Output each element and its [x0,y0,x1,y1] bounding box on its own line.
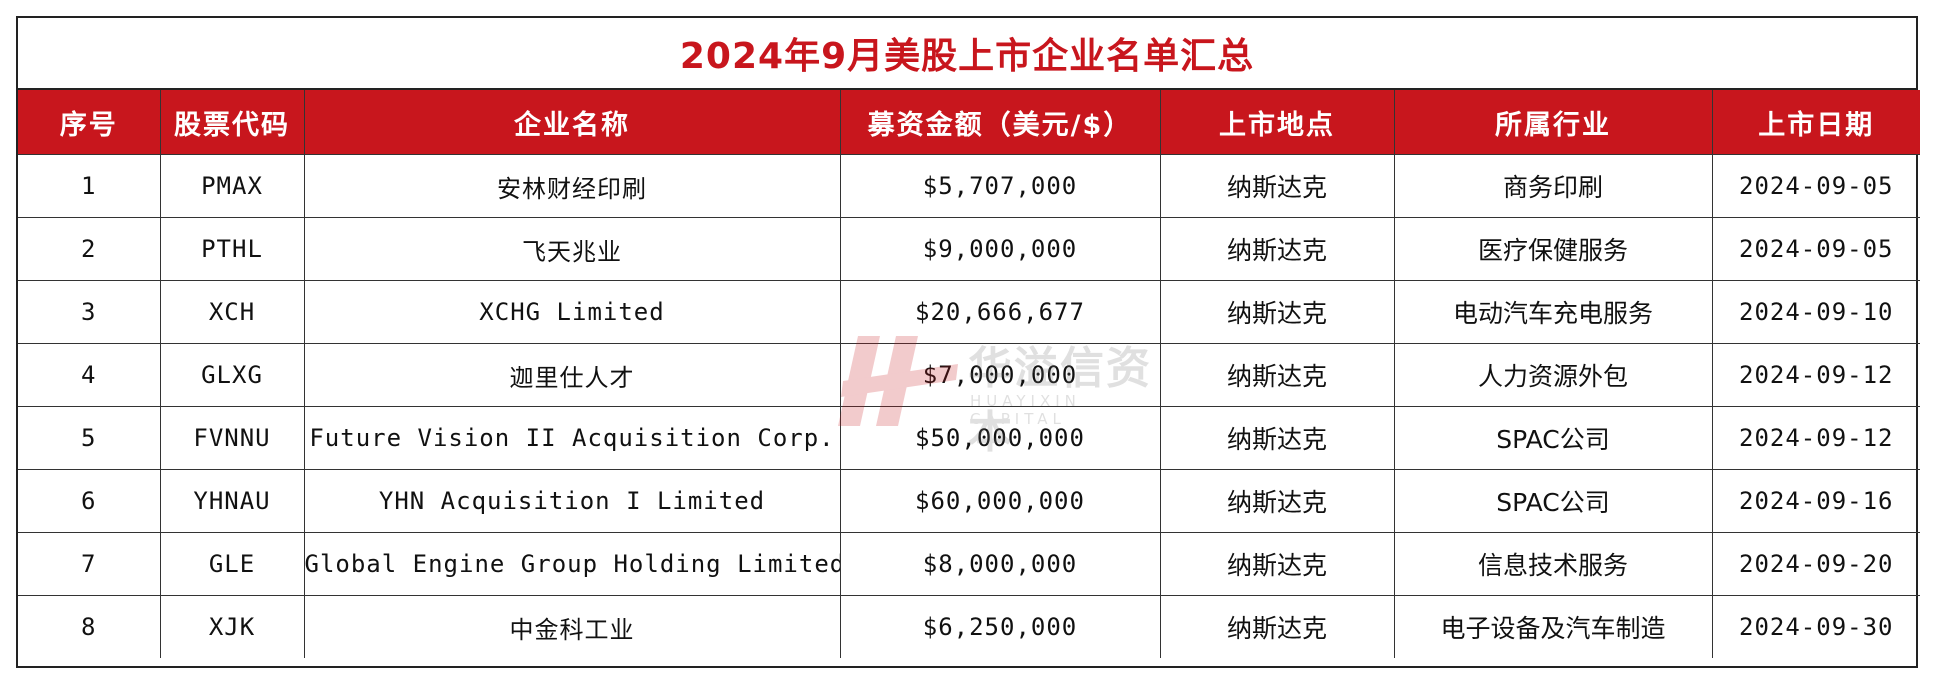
cell-amount: $7,000,000 [839,343,1161,407]
cell-date: 2024-09-10 [1711,280,1920,344]
header-company-name: 企业名称 [303,90,841,155]
cell-index: 4 [18,343,161,407]
cell-stock-code: PTHL [159,217,305,281]
cell-company-name: 迦里仕人才 [303,343,841,407]
cell-stock-code: GLE [159,532,305,596]
cell-venue: 纳斯达克 [1159,406,1395,470]
cell-company-name: 中金科工业 [303,595,841,658]
cell-stock-code: XCH [159,280,305,344]
cell-company-name: 安林财经印刷 [303,154,841,218]
cell-venue: 纳斯达克 [1159,280,1395,344]
cell-stock-code: PMAX [159,154,305,218]
cell-date: 2024-09-20 [1711,532,1920,596]
ipo-table: 序号 股票代码 企业名称 募资金额（美元/$） 上市地点 所属行业 上市日期 1… [18,90,1920,658]
table-row: 4 GLXG 迦里仕人才 $7,000,000 纳斯达克 人力资源外包 2024… [18,343,1920,407]
table-row: 6 YHNAU YHN Acquisition I Limited $60,00… [18,469,1920,533]
cell-venue: 纳斯达克 [1159,154,1395,218]
cell-date: 2024-09-30 [1711,595,1920,658]
cell-amount: $9,000,000 [839,217,1161,281]
cell-stock-code: GLXG [159,343,305,407]
cell-industry: 电子设备及汽车制造 [1393,595,1713,658]
cell-industry: 医疗保健服务 [1393,217,1713,281]
table-row: 3 XCH XCHG Limited $20,666,677 纳斯达克 电动汽车… [18,280,1920,344]
cell-company-name: 飞天兆业 [303,217,841,281]
cell-amount: $50,000,000 [839,406,1161,470]
cell-index: 6 [18,469,161,533]
cell-amount: $8,000,000 [839,532,1161,596]
table-row: 1 PMAX 安林财经印刷 $5,707,000 纳斯达克 商务印刷 2024-… [18,154,1920,218]
cell-amount: $6,250,000 [839,595,1161,658]
cell-date: 2024-09-05 [1711,217,1920,281]
cell-stock-code: FVNNU [159,406,305,470]
header-stock-code: 股票代码 [159,90,305,155]
cell-amount: $20,666,677 [839,280,1161,344]
table-row: 7 GLE Global Engine Group Holding Limite… [18,532,1920,596]
cell-date: 2024-09-12 [1711,343,1920,407]
header-amount: 募资金额（美元/$） [839,90,1161,155]
cell-amount: $5,707,000 [839,154,1161,218]
cell-industry: SPAC公司 [1393,469,1713,533]
cell-index: 8 [18,595,161,658]
cell-date: 2024-09-16 [1711,469,1920,533]
header-industry: 所属行业 [1393,90,1713,155]
cell-amount: $60,000,000 [839,469,1161,533]
cell-date: 2024-09-05 [1711,154,1920,218]
title-row: 2024年9月美股上市企业名单汇总 [18,18,1916,90]
cell-index: 5 [18,406,161,470]
cell-company-name: Global Engine Group Holding Limited [303,532,841,596]
header-index: 序号 [18,90,161,155]
table-row: 5 FVNNU Future Vision II Acquisition Cor… [18,406,1920,470]
cell-venue: 纳斯达克 [1159,469,1395,533]
cell-industry: 信息技术服务 [1393,532,1713,596]
table-title: 2024年9月美股上市企业名单汇总 [679,36,1255,77]
cell-index: 3 [18,280,161,344]
cell-stock-code: XJK [159,595,305,658]
cell-industry: 商务印刷 [1393,154,1713,218]
table-row: 8 XJK 中金科工业 $6,250,000 纳斯达克 电子设备及汽车制造 20… [18,595,1920,658]
cell-company-name: XCHG Limited [303,280,841,344]
cell-company-name: YHN Acquisition I Limited [303,469,841,533]
cell-index: 7 [18,532,161,596]
cell-venue: 纳斯达克 [1159,217,1395,281]
cell-stock-code: YHNAU [159,469,305,533]
table-row: 2 PTHL 飞天兆业 $9,000,000 纳斯达克 医疗保健服务 2024-… [18,217,1920,281]
cell-industry: SPAC公司 [1393,406,1713,470]
cell-venue: 纳斯达克 [1159,595,1395,658]
cell-industry: 电动汽车充电服务 [1393,280,1713,344]
cell-venue: 纳斯达克 [1159,532,1395,596]
cell-industry: 人力资源外包 [1393,343,1713,407]
cell-index: 1 [18,154,161,218]
cell-date: 2024-09-12 [1711,406,1920,470]
cell-venue: 纳斯达克 [1159,343,1395,407]
cell-index: 2 [18,217,161,281]
ipo-list-table-frame: 2024年9月美股上市企业名单汇总 序号 股票代码 企业名称 募资金额（美元/$… [16,16,1920,668]
header-row: 序号 股票代码 企业名称 募资金额（美元/$） 上市地点 所属行业 上市日期 [18,90,1920,155]
cell-company-name: Future Vision II Acquisition Corp. [303,406,841,470]
header-venue: 上市地点 [1159,90,1395,155]
header-date: 上市日期 [1711,90,1920,155]
